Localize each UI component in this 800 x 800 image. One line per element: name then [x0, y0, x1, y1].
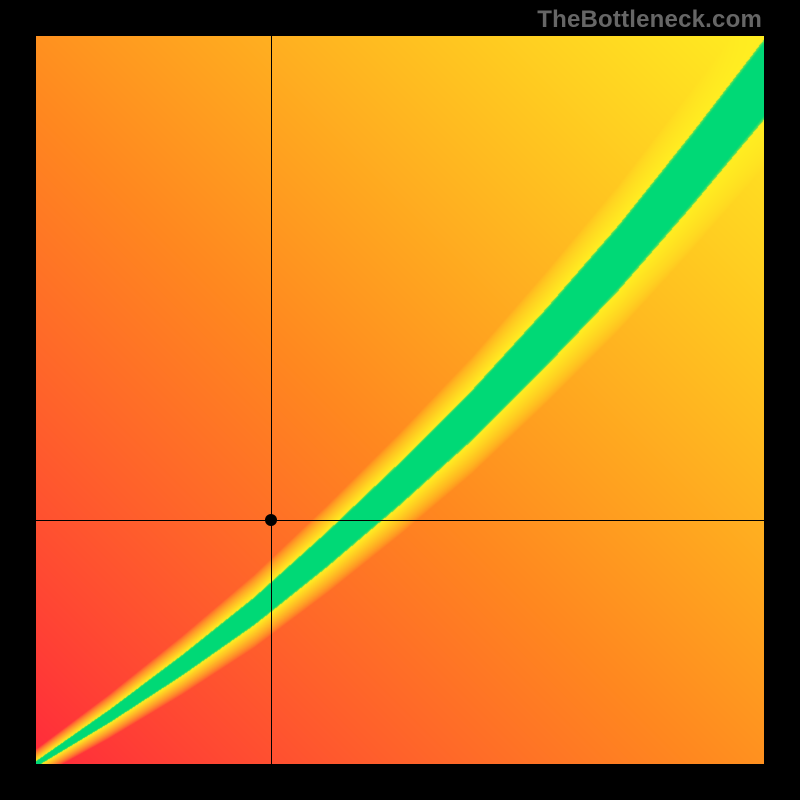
crosshair-horizontal: [36, 520, 764, 521]
heatmap-canvas: [36, 36, 764, 764]
crosshair-vertical: [271, 36, 272, 764]
watermark-text: TheBottleneck.com: [537, 6, 762, 34]
heatmap-plot: [36, 36, 764, 764]
crosshair-marker: [265, 514, 277, 526]
